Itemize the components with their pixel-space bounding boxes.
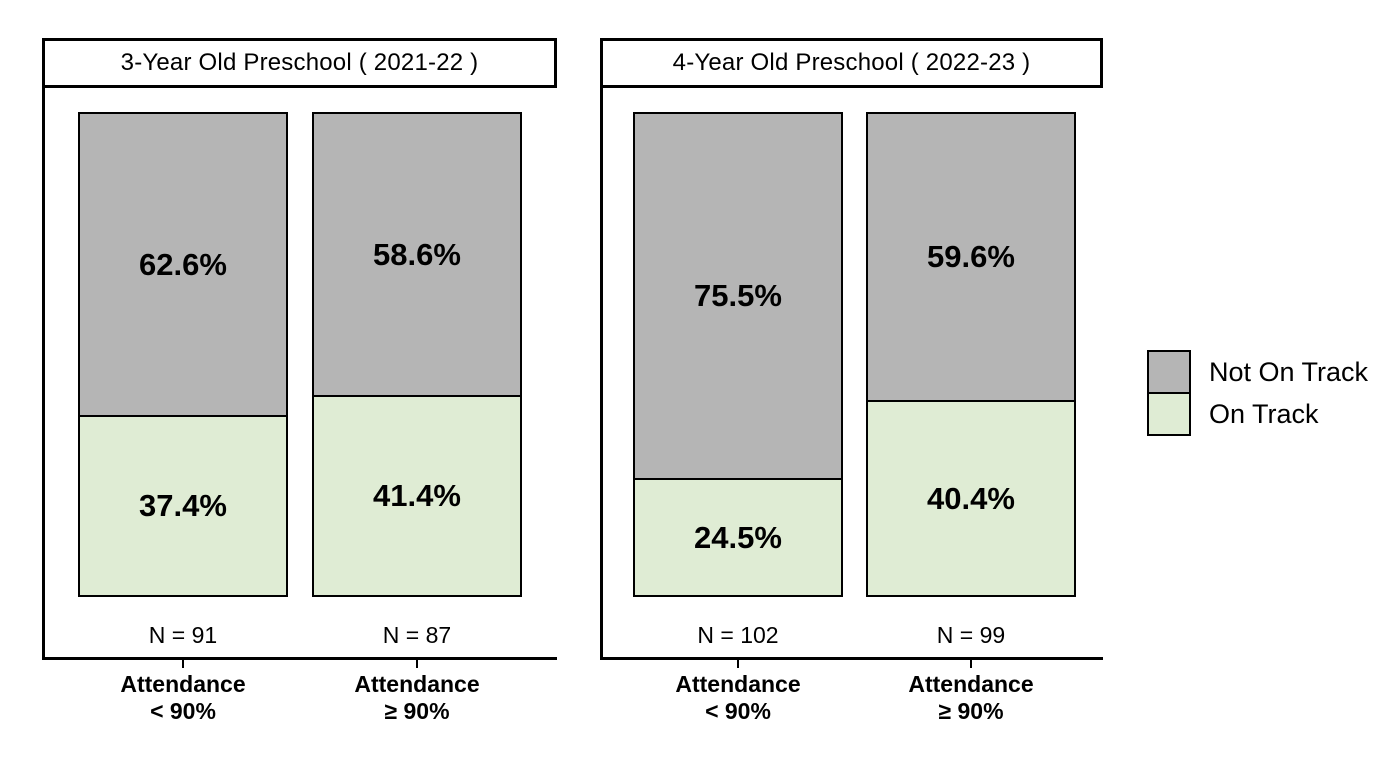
axis-label-attendance-lt90: Attendance < 90% <box>120 671 246 724</box>
legend-item-on-track: On Track <box>1147 391 1368 436</box>
facet-strip-3yo: 3-Year Old Preschool ( 2021-22 ) <box>42 38 557 88</box>
axis-tick <box>415 660 419 668</box>
n-label: N = 99 <box>936 622 1006 648</box>
n-label: N = 87 <box>382 622 452 648</box>
legend-swatch-not-on-track <box>1147 350 1191 394</box>
bar-segment-on-track: 41.4% <box>312 395 522 598</box>
n-label: N = 102 <box>697 622 779 648</box>
axis-label-attendance-lt90: Attendance < 90% <box>675 671 801 724</box>
facet-title-3yo: 3-Year Old Preschool ( 2021-22 ) <box>120 49 479 76</box>
axis-tick <box>736 660 740 668</box>
segment-label: 40.4% <box>927 480 1015 516</box>
segment-label: 75.5% <box>694 278 782 314</box>
bar-4yo-attendance-ge90: 59.6% 40.4% <box>866 112 1076 600</box>
axis-tick <box>969 660 973 668</box>
axis-label-attendance-ge90: Attendance ≥ 90% <box>908 671 1034 724</box>
segment-label: 41.4% <box>373 478 461 514</box>
facet-strip-4yo: 4-Year Old Preschool ( 2022-23 ) <box>600 38 1103 88</box>
n-label: N = 91 <box>148 622 218 648</box>
bar-segment-not-on-track: 58.6% <box>312 112 522 398</box>
axis-tick <box>181 660 185 668</box>
segment-label: 37.4% <box>139 488 227 524</box>
legend-label: Not On Track <box>1209 356 1369 387</box>
plot-area-4yo: 75.5% 24.5% 59.6% 40.4% N = 102 N = 99 <box>600 88 1103 668</box>
bar-segment-not-on-track: 75.5% <box>633 112 843 481</box>
bar-segment-not-on-track: 62.6% <box>78 112 288 418</box>
bar-4yo-attendance-lt90: 75.5% 24.5% <box>633 112 843 600</box>
bar-3yo-attendance-lt90: 62.6% 37.4% <box>78 112 288 600</box>
segment-label: 24.5% <box>694 519 782 555</box>
plot-area-3yo: 62.6% 37.4% 58.6% 41.4% N = 91 N = 87 <box>42 88 557 668</box>
segment-label: 59.6% <box>927 239 1015 275</box>
segment-label: 62.6% <box>139 246 227 282</box>
bar-segment-on-track: 40.4% <box>866 400 1076 598</box>
legend: Not On Track On Track <box>1147 350 1368 436</box>
bar-3yo-attendance-ge90: 58.6% 41.4% <box>312 112 522 600</box>
facet-title-4yo: 4-Year Old Preschool ( 2022-23 ) <box>672 49 1031 76</box>
bar-segment-not-on-track: 59.6% <box>866 112 1076 403</box>
bar-segment-on-track: 24.5% <box>633 477 843 598</box>
segment-label: 58.6% <box>373 236 461 272</box>
axis-label-attendance-ge90: Attendance ≥ 90% <box>354 671 480 724</box>
legend-swatch-on-track <box>1147 391 1191 436</box>
legend-label: On Track <box>1209 399 1319 430</box>
legend-item-not-on-track: Not On Track <box>1147 350 1368 394</box>
bar-segment-on-track: 37.4% <box>78 414 288 598</box>
